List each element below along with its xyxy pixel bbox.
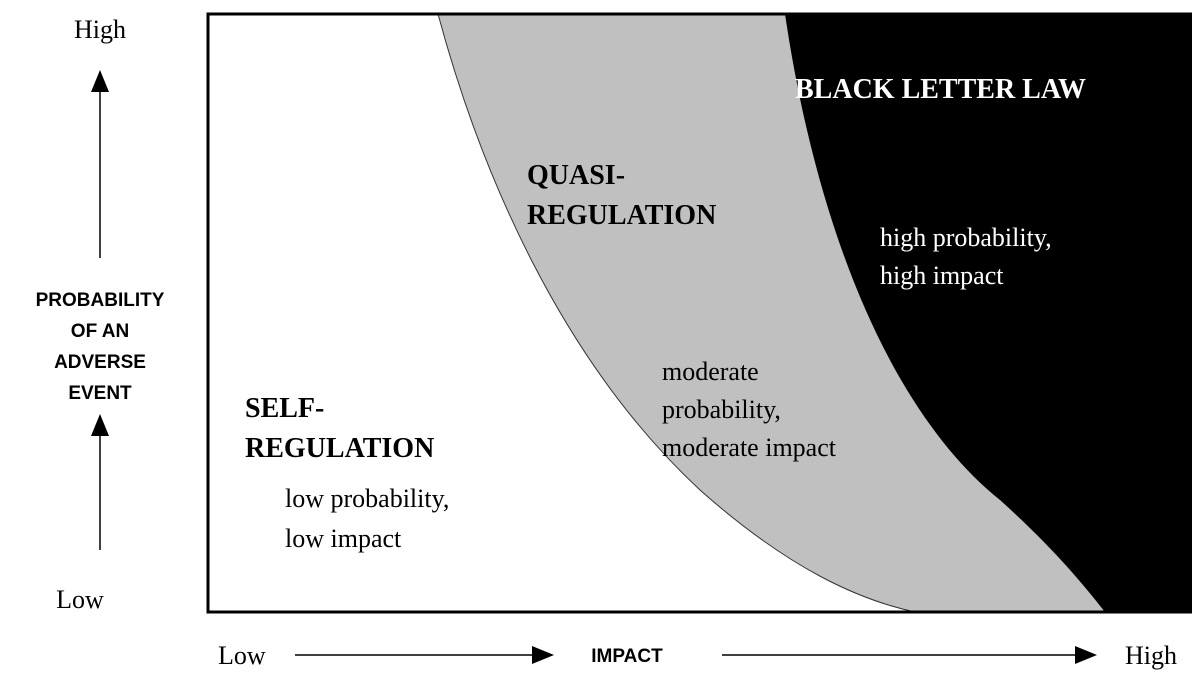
y-low: Low: [56, 585, 104, 614]
x-label: IMPACT: [591, 646, 663, 667]
region-description: low probability,: [285, 484, 449, 513]
y-high: High: [74, 15, 126, 44]
region-title: BLACK LETTER LAW: [795, 74, 1086, 105]
region-description: high probability,: [880, 223, 1052, 252]
y-label: PROBABILITY: [36, 290, 165, 311]
x-low: Low: [218, 641, 266, 670]
region-title: REGULATION: [527, 200, 716, 231]
region-description: low impact: [285, 524, 402, 553]
x-high: High: [1125, 641, 1177, 670]
region-description: moderate: [662, 357, 759, 386]
y-label: EVENT: [68, 383, 132, 404]
region-description: probability,: [662, 395, 781, 424]
region-description: high impact: [880, 261, 1004, 290]
y-label: ADVERSE: [54, 352, 146, 373]
frame: [206, 12, 1192, 614]
y-label: OF AN: [71, 321, 129, 342]
region-description: moderate impact: [662, 433, 837, 462]
region-title: QUASI-: [527, 160, 625, 191]
black-letter-area: [785, 14, 1192, 612]
region-title: REGULATION: [245, 433, 434, 464]
region-title: SELF-: [245, 393, 324, 424]
